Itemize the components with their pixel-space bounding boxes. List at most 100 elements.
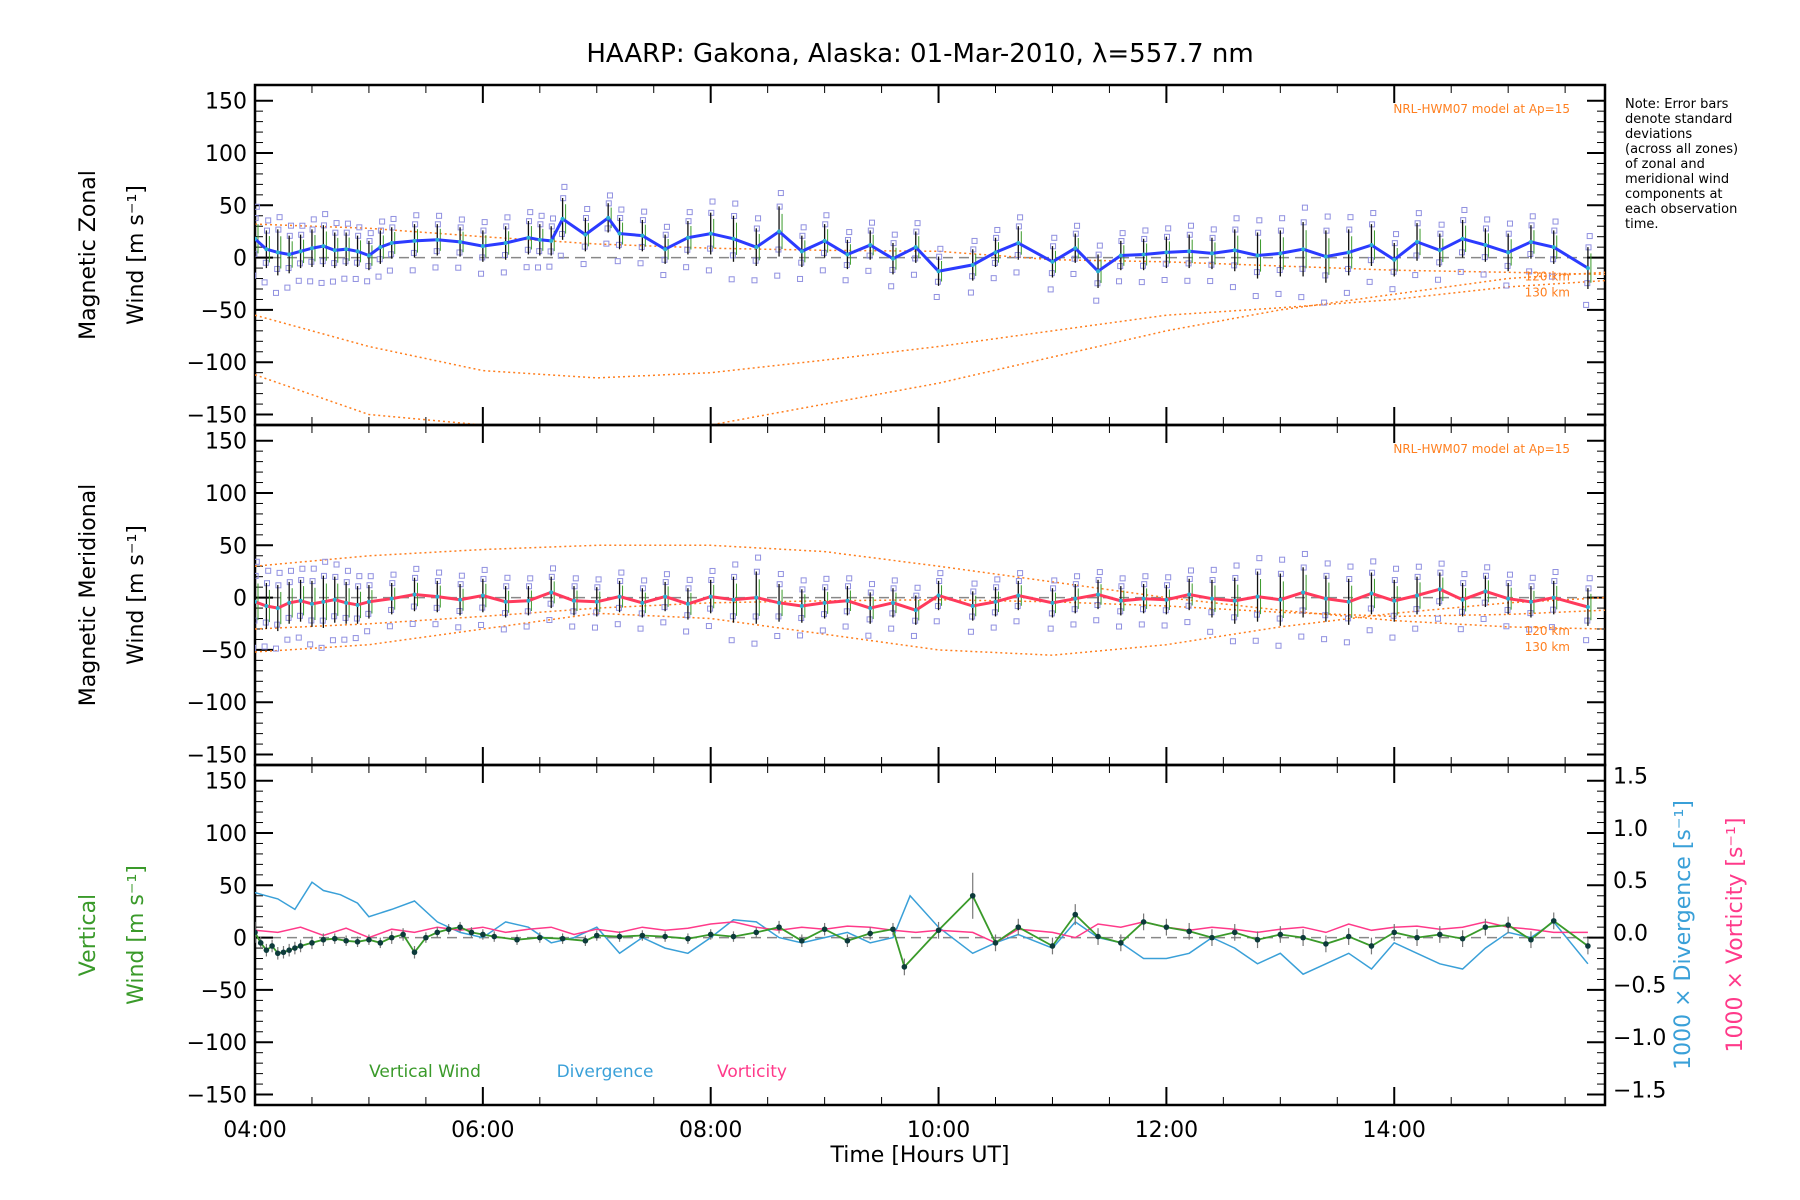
zone-sample <box>458 216 465 223</box>
zone-sample <box>1233 215 1240 222</box>
zone-sample <box>1389 634 1396 641</box>
plot-area <box>255 183 1605 425</box>
vertical-wind-point <box>468 929 475 936</box>
zone-sample <box>364 628 371 635</box>
vertical-wind-point <box>1528 936 1534 943</box>
zone-sample <box>994 576 1001 583</box>
y-tick-label: 100 <box>205 822 247 847</box>
zone-sample <box>1435 276 1442 283</box>
zone-sample <box>1047 625 1054 632</box>
vertical-wind-point <box>582 937 589 944</box>
vorticity-line <box>255 921 1588 944</box>
zone-sample <box>755 554 762 561</box>
zone-sample <box>535 264 542 271</box>
wind-point <box>1585 266 1590 271</box>
zone-sample <box>1142 227 1149 234</box>
zone-sample <box>819 627 826 634</box>
vertical-wind-point <box>1323 941 1329 947</box>
plot-area <box>255 872 1591 976</box>
x-tick-label: 10:00 <box>907 1118 970 1143</box>
zone-sample <box>1347 214 1354 221</box>
wind-point <box>845 598 850 603</box>
zone-sample <box>797 632 804 639</box>
zone-sample <box>1161 277 1168 284</box>
wind-point <box>1437 587 1442 592</box>
wind-point <box>255 599 257 604</box>
zone-sample <box>846 575 853 582</box>
zone-sample <box>413 212 420 219</box>
zone-sample <box>478 270 485 277</box>
zone-sample <box>1366 627 1373 634</box>
wind-point <box>275 250 280 255</box>
note-line: (across all zones) <box>1625 142 1738 157</box>
zone-sample <box>299 222 306 229</box>
vertical-wind-point <box>434 929 441 936</box>
zone-sample <box>967 289 974 296</box>
zone-sample <box>967 628 974 635</box>
zone-sample <box>1438 560 1445 567</box>
zone-sample <box>287 222 294 229</box>
zone-sample <box>1119 230 1126 237</box>
zone-sample <box>261 643 268 650</box>
wind-point <box>298 249 303 254</box>
zone-sample <box>1412 625 1419 632</box>
zone-sample <box>386 267 393 274</box>
zone-sample <box>367 230 374 237</box>
wind-point <box>970 603 975 608</box>
zone-sample <box>1017 570 1024 577</box>
zone-sample <box>1461 206 1468 213</box>
zone-sample <box>1480 271 1487 278</box>
vertical-wind-point <box>1345 933 1352 940</box>
zone-sample <box>1526 626 1533 633</box>
panel-zonal: 150 100 50 0 −50 −100 −150 Magnetic Zonal Wind [… <box>76 83 1607 429</box>
zone-sample <box>1210 566 1217 573</box>
zone-sample <box>1548 273 1555 280</box>
y2-tick-label: −0.5 <box>1613 974 1666 999</box>
vertical-wind-point <box>354 939 361 945</box>
zone-sample <box>937 570 944 577</box>
divergence-line <box>255 881 1589 976</box>
zone-sample <box>341 636 348 643</box>
zone-sample <box>1119 575 1126 582</box>
y2-tick-label: 1.5 <box>1613 764 1648 789</box>
zone-sample <box>527 575 534 582</box>
zone-sample <box>1298 294 1305 301</box>
zone-sample <box>432 621 439 628</box>
model-altitude-label: 130 km <box>1525 285 1570 299</box>
vertical-wind-point <box>343 937 349 944</box>
wind-point <box>1392 598 1397 603</box>
zone-sample <box>1279 556 1286 563</box>
x-axis: 04:00 06:00 08:00 10:00 12:00 14:00 <box>223 1118 1426 1143</box>
zone-sample <box>299 565 306 572</box>
zone-sample <box>1484 216 1491 223</box>
zone-sample <box>755 215 762 222</box>
zone-sample <box>1583 637 1590 644</box>
wind-point <box>378 245 383 250</box>
wind-point <box>1483 243 1488 248</box>
x-tick-label: 12:00 <box>1135 1118 1198 1143</box>
wind-point <box>480 593 485 598</box>
vertical-wind-point <box>969 892 976 899</box>
zone-sample <box>1252 293 1259 300</box>
wind-point <box>1255 253 1260 258</box>
zone-sample <box>888 625 895 632</box>
vertical-wind-point <box>1140 919 1147 925</box>
y-tick-label: 0 <box>233 927 247 952</box>
vertical-wind-point <box>1186 928 1192 935</box>
vertical-wind-point <box>1015 924 1022 930</box>
zone-sample <box>1321 299 1328 306</box>
wind-point <box>1118 253 1123 258</box>
zone-sample <box>1187 567 1194 574</box>
vertical-wind-point <box>331 935 338 942</box>
zone-sample <box>1047 286 1054 293</box>
wind-point <box>936 269 941 274</box>
zone-sample <box>390 215 397 222</box>
zone-sample <box>1051 577 1058 584</box>
zone-sample <box>686 576 693 583</box>
vertical-wind-point <box>480 931 486 938</box>
wind-point <box>1096 269 1101 274</box>
vertical-wind-point <box>616 933 623 940</box>
zone-sample <box>606 192 613 199</box>
zone-sample <box>777 571 784 578</box>
